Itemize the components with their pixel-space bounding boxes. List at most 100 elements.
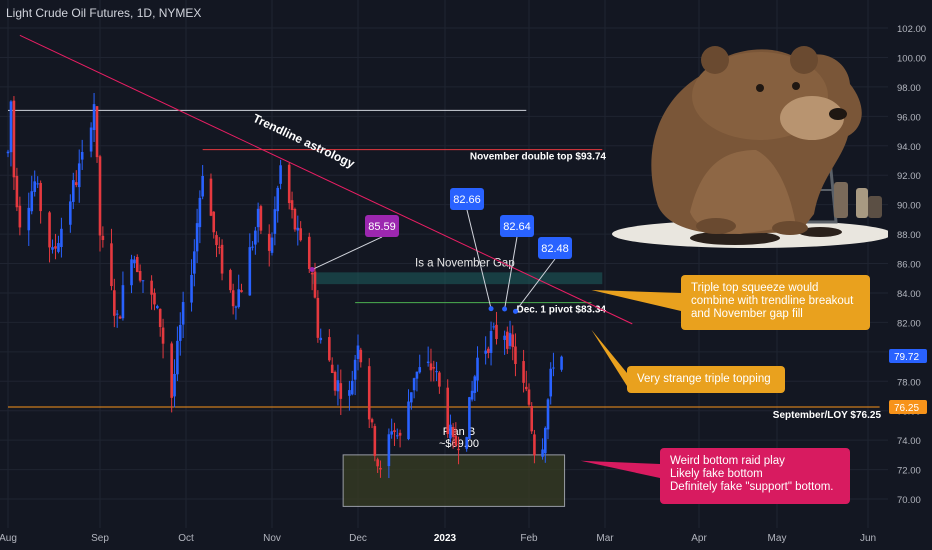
candle-body-139 bbox=[552, 367, 555, 369]
candle-body-123 bbox=[492, 326, 496, 328]
candle-body-134 bbox=[533, 434, 536, 456]
price-badges: 79.72 76.25 bbox=[889, 348, 927, 415]
marker-value-3: 82.48 bbox=[541, 243, 569, 255]
callout-box-0 bbox=[681, 275, 870, 330]
candle-body-37 bbox=[156, 306, 159, 309]
price-badge-0 bbox=[889, 348, 927, 363]
candle-body-86 bbox=[350, 380, 354, 395]
candle-body-9 bbox=[39, 182, 42, 212]
candle-body-11 bbox=[51, 247, 54, 250]
candle-body-102 bbox=[412, 378, 416, 391]
candle-body-53 bbox=[217, 246, 221, 248]
callout-box-2 bbox=[660, 448, 850, 504]
candle-body-55 bbox=[229, 270, 232, 291]
candle-body-81 bbox=[330, 364, 334, 373]
candle-body-13 bbox=[57, 243, 60, 252]
candle-body-6 bbox=[30, 191, 34, 212]
candle-body-128 bbox=[511, 334, 515, 348]
callout-1-line-1: Very strange triple topping bbox=[637, 373, 771, 385]
candle-body-127 bbox=[508, 333, 512, 346]
candle-body-38 bbox=[158, 308, 162, 328]
x-tick-8: Apr bbox=[691, 533, 707, 544]
candle-body-59 bbox=[240, 290, 243, 293]
candle-body-118 bbox=[473, 376, 477, 393]
candle-body-98 bbox=[395, 435, 399, 437]
candle-body-83 bbox=[336, 380, 340, 392]
candle-body-92 bbox=[373, 426, 377, 456]
candle-body-97 bbox=[393, 430, 396, 432]
chart-title: Light Crude Oil Futures, 1D, NYMEX bbox=[6, 6, 201, 20]
candle-body-99 bbox=[398, 432, 402, 436]
candle-body-56 bbox=[231, 290, 235, 307]
candles bbox=[6, 93, 563, 479]
candle-body-66 bbox=[270, 237, 274, 253]
candle-body-105 bbox=[426, 361, 430, 363]
candle-body-65 bbox=[267, 233, 271, 251]
marker-box-1 bbox=[450, 188, 484, 210]
candle-body-95 bbox=[387, 434, 391, 467]
candle-body-104 bbox=[418, 367, 422, 373]
candle-body-131 bbox=[524, 386, 528, 390]
marker-pointer-1 bbox=[466, 209, 492, 309]
candle-body-125 bbox=[503, 335, 506, 340]
candle-body-117 bbox=[470, 390, 474, 400]
price-badge-text-1: 76.25 bbox=[894, 403, 919, 414]
candle-body-71 bbox=[290, 200, 294, 210]
candle-body-124 bbox=[495, 324, 498, 339]
candle-body-136 bbox=[543, 427, 547, 454]
candle-body-140 bbox=[560, 356, 563, 370]
candle-body-133 bbox=[530, 405, 534, 432]
candle-body-43 bbox=[178, 324, 182, 341]
marker-box-2 bbox=[500, 215, 534, 237]
candle-body-126 bbox=[506, 331, 509, 349]
candle-body-129 bbox=[514, 346, 517, 365]
x-tick-5: 2023 bbox=[434, 533, 457, 544]
hline-label-2: Dec. 1 pivot $83.34 bbox=[517, 305, 607, 316]
candle-body-116 bbox=[468, 397, 471, 439]
candle-body-14 bbox=[60, 228, 63, 248]
candle-body-12 bbox=[54, 246, 57, 249]
x-tick-4: Dec bbox=[349, 533, 367, 544]
x-tick-10: Jun bbox=[860, 533, 876, 544]
candle-body-16 bbox=[71, 180, 75, 202]
y-tick-12: 94.00 bbox=[897, 142, 921, 153]
y-tick-0: 70.00 bbox=[897, 495, 921, 506]
candle-body-52 bbox=[215, 235, 218, 246]
candle-body-77 bbox=[313, 271, 317, 298]
candle-body-28 bbox=[118, 316, 122, 319]
marker-value-0: 85.59 bbox=[368, 221, 396, 233]
candle-body-41 bbox=[173, 373, 176, 397]
callout-0-line-2: combine with trendline breakout bbox=[691, 295, 854, 307]
candle-body-108 bbox=[435, 371, 438, 373]
callout-2-line-3: Definitely fake "support" bottom. bbox=[670, 481, 834, 493]
callout-2-line-2: Likely fake bottom bbox=[670, 468, 763, 480]
candle-body-111 bbox=[449, 424, 452, 439]
candle-body-91 bbox=[370, 419, 374, 423]
x-tick-3: Nov bbox=[263, 533, 281, 544]
candle-body-35 bbox=[150, 280, 153, 295]
marker-box-3 bbox=[538, 237, 572, 259]
candle-body-113 bbox=[454, 435, 458, 446]
candle-body-70 bbox=[287, 164, 291, 204]
candle-body-75 bbox=[307, 236, 311, 270]
candle-body-82 bbox=[333, 371, 337, 391]
candle-body-72 bbox=[293, 208, 297, 230]
candle-body-120 bbox=[484, 350, 487, 354]
november-gap-zone bbox=[312, 272, 603, 285]
candle-body-8 bbox=[36, 183, 39, 185]
candle-body-15 bbox=[69, 201, 72, 225]
candle-body-48 bbox=[198, 197, 202, 228]
candle-body-62 bbox=[254, 230, 257, 245]
candle-body-23 bbox=[98, 156, 102, 236]
candle-body-17 bbox=[74, 182, 78, 186]
candle-body-68 bbox=[276, 187, 280, 212]
candle-body-51 bbox=[212, 211, 216, 233]
candle-body-26 bbox=[113, 290, 116, 316]
bear-illustration bbox=[612, 46, 892, 248]
x-tick-9: May bbox=[768, 533, 787, 544]
candle-body-45 bbox=[190, 274, 193, 303]
candle-body-122 bbox=[489, 331, 493, 353]
y-tick-6: 82.00 bbox=[897, 318, 921, 329]
